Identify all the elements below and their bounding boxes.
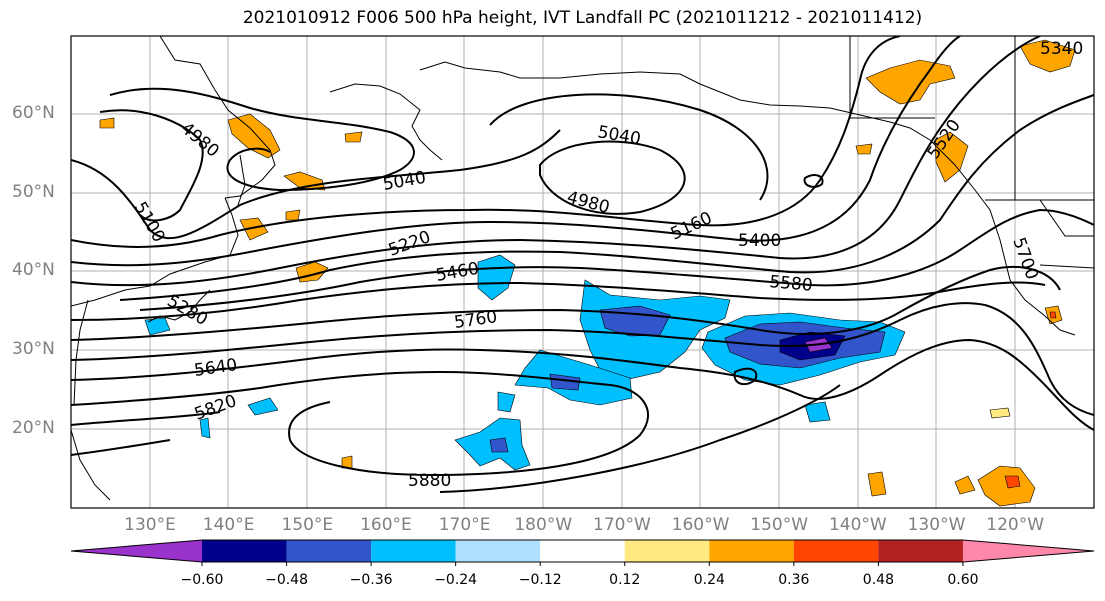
contour-label: 5340 [1040, 39, 1083, 59]
contour-label: 5880 [408, 471, 451, 491]
latitude-label: 30°N [12, 339, 55, 359]
colorbar-segment [878, 540, 963, 562]
longitude-label: 150°E [281, 515, 334, 535]
colorbar-segment [624, 540, 710, 562]
map-title: 2021010912 F006 500 hPa height, IVT Land… [242, 8, 923, 28]
latitude-label: 20°N [12, 417, 55, 438]
longitude-label: 120°W [986, 515, 1045, 535]
colorbar-tick-label: 0.36 [778, 572, 810, 588]
colorbar-tick-label: 0.48 [862, 572, 894, 588]
colorbar-segment [540, 540, 625, 562]
colorbar-tick-label: −0.12 [518, 572, 562, 588]
colorbar-tick-label: −0.24 [434, 572, 478, 588]
height-contours [71, 36, 1094, 493]
colorbar-segment [202, 540, 287, 562]
colorbar [70, 539, 1095, 566]
longitude-label: 140°W [828, 515, 887, 535]
colorbar-segment [286, 540, 372, 562]
colorbar-segment [709, 540, 794, 562]
map-area: 4980 5040 5040 4980 5100 5220 5160 5400 … [71, 36, 1094, 508]
longitude-label: 130°E [124, 515, 176, 535]
longitude-label: 160°W [671, 515, 730, 535]
longitude-label: 170°E [438, 515, 491, 535]
longitude-label: 160°E [360, 515, 412, 535]
latitude-label: 60°N [12, 102, 55, 123]
colorbar-tick-label: −0.48 [265, 572, 308, 588]
longitude-label: 170°W [593, 515, 651, 535]
colorbar-tick-label: 0.60 [947, 572, 979, 588]
colorbar-tick-label: −0.60 [180, 572, 224, 588]
map-frame [70, 35, 1095, 509]
colorbar-segment [793, 540, 879, 562]
contour-label: 5400 [738, 231, 781, 251]
contour-label: 5580 [769, 272, 814, 296]
longitude-label: 180°W [514, 515, 573, 535]
colorbar-tick-label: −0.36 [349, 572, 393, 588]
colorbar-segment [455, 540, 541, 562]
longitude-label: 150°W [750, 515, 809, 535]
colorbar-segment [71, 540, 202, 562]
longitude-label: 140°E [202, 515, 255, 535]
colorbar-segment [963, 540, 1094, 562]
longitude-label: 130°W [907, 515, 966, 535]
colorbar-tick-label: 0.12 [609, 572, 641, 588]
colorbar-segment [371, 540, 456, 562]
colorbar-tick-label: 0.24 [693, 572, 725, 588]
latitude-label: 40°N [12, 260, 55, 281]
latitude-label: 50°N [12, 181, 55, 202]
